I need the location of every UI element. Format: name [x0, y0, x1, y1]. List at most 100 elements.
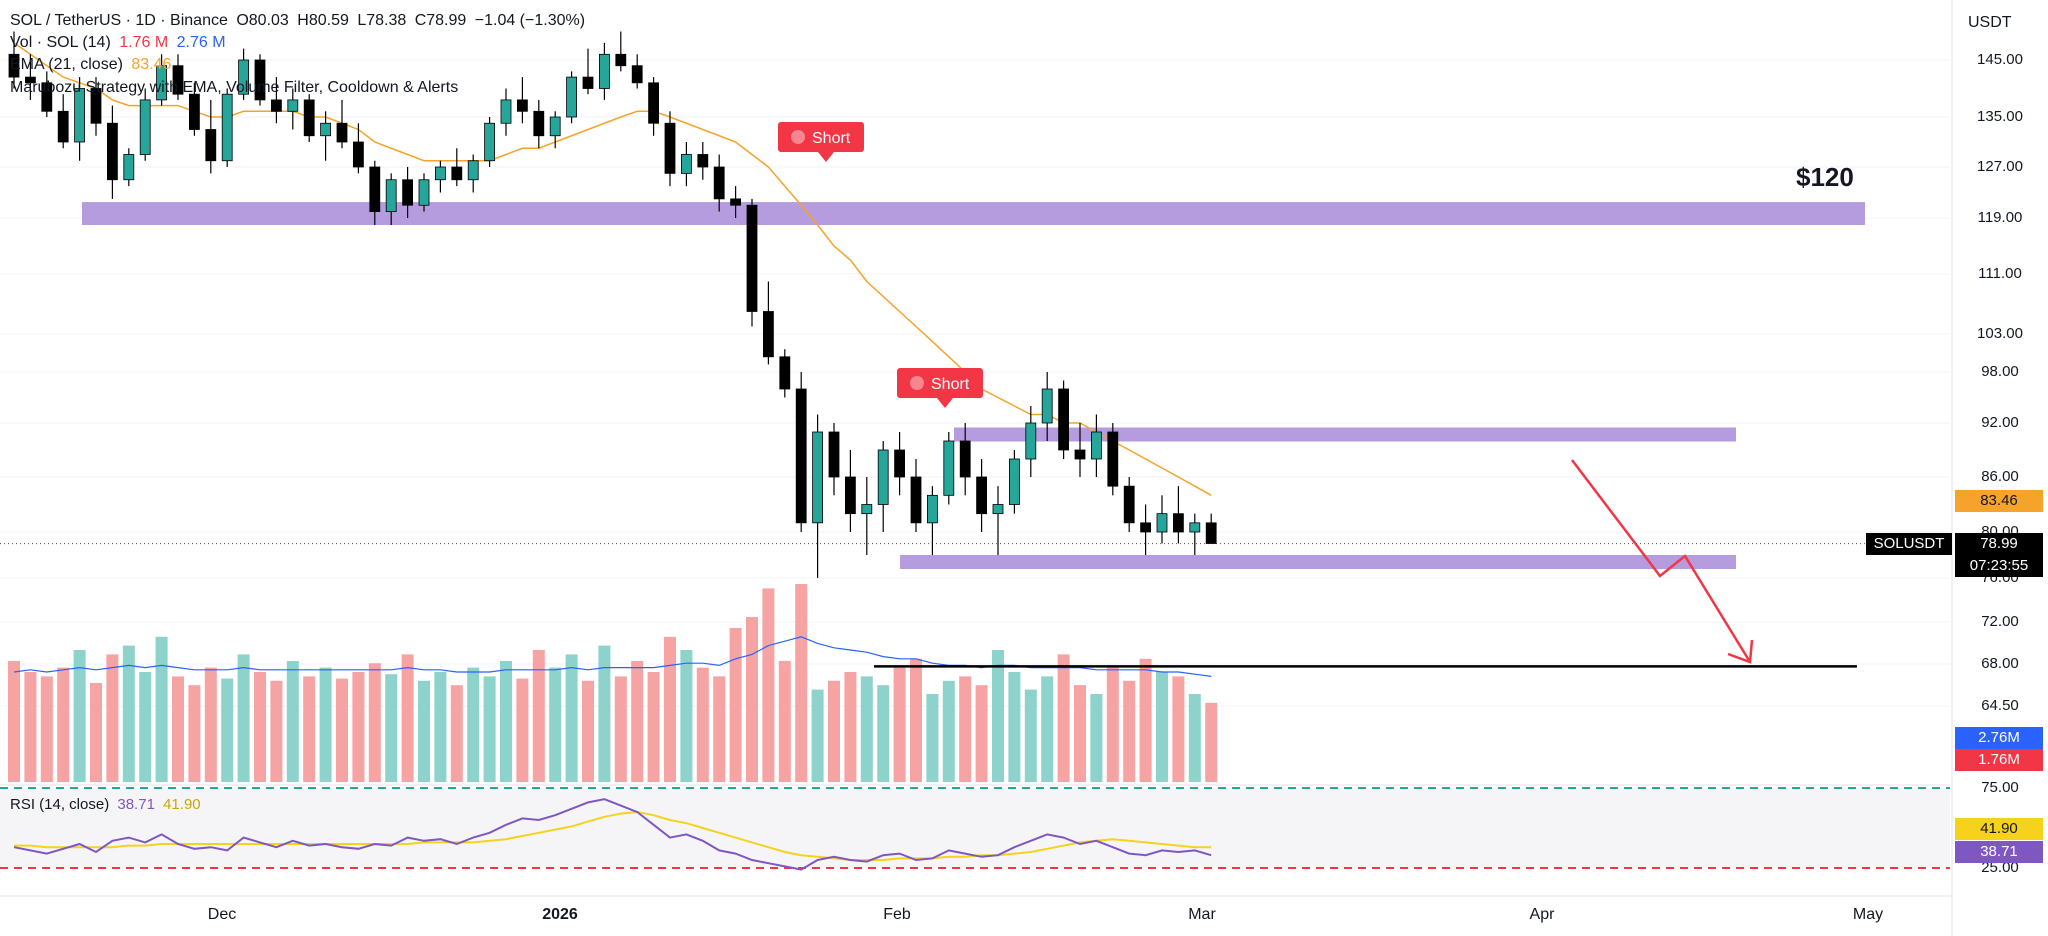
rsi-value-b: 41.90: [163, 796, 201, 813]
candle-body: [976, 476, 987, 515]
candle-body: [434, 166, 446, 181]
volume-bar: [1090, 694, 1103, 782]
volume-bar: [565, 654, 578, 782]
volume-bar: [188, 685, 201, 782]
volume-bar: [1024, 689, 1037, 782]
candle-body: [517, 99, 528, 112]
candle-body: [1173, 513, 1184, 533]
y-tick-label: 68.00: [1981, 655, 2019, 672]
volume-bar: [1057, 654, 1070, 782]
open-value: O80.03: [236, 12, 289, 29]
candle-body: [90, 88, 102, 124]
candle-body: [992, 504, 1004, 515]
candle-body: [927, 494, 938, 524]
y-tick-label: 111.00: [1978, 265, 2022, 282]
ema-line: [13, 42, 1212, 496]
volume-bar: [467, 667, 480, 782]
volume-badge: 1.76M: [1955, 749, 2043, 771]
volume-bar: [762, 588, 775, 782]
volume-bar: [24, 672, 37, 782]
candle-body: [1156, 513, 1168, 533]
volume-bar: [73, 650, 86, 782]
volume-bar: [828, 680, 840, 782]
candle-body: [1140, 522, 1151, 533]
short-signals[interactable]: Short Short: [778, 122, 983, 408]
short-signal-icon: [910, 376, 924, 390]
strategy-label: Marubozu Strategy with EMA, Volume Filte…: [10, 79, 459, 96]
short-signal-label: Short: [931, 376, 970, 393]
y-tick-label: 86.00: [1981, 468, 2019, 485]
x-tick-label: May: [1852, 906, 1884, 923]
short-signal-box: [778, 122, 864, 152]
volume-bar: [746, 617, 758, 782]
candle-body: [828, 431, 840, 478]
candle-body: [205, 129, 217, 162]
currency-label: USDT: [1968, 14, 2012, 31]
x-tick-label: Feb: [883, 906, 911, 923]
candle-body: [41, 82, 53, 112]
volume-bar: [90, 683, 102, 782]
candle-body: [418, 179, 430, 206]
y-tick-label: 92.00: [1981, 414, 2019, 431]
zones: [82, 202, 1865, 569]
ema-value: 83.46: [131, 56, 172, 73]
volume-bar: [1172, 676, 1185, 782]
y-tick-label: 119.00: [1977, 209, 2023, 226]
volume-bar: [1074, 685, 1086, 782]
short-signal-pointer: [818, 152, 834, 162]
volume-bar: [401, 654, 414, 782]
volume-bar: [254, 672, 266, 782]
candle-body: [270, 99, 282, 112]
short-signal-label: Short: [812, 130, 851, 147]
resistance-support-zone: [954, 427, 1736, 442]
volume-bar: [270, 680, 283, 782]
candle-body: [1009, 458, 1020, 505]
candle-body: [287, 99, 299, 112]
candle-body: [336, 122, 348, 143]
candle-body: [303, 99, 315, 137]
candle-body: [107, 122, 118, 181]
candle-body: [615, 53, 627, 67]
rsi-ma-line: [14, 810, 1212, 861]
volume-bar: [385, 674, 398, 782]
candle-body: [910, 476, 922, 524]
candle-body: [959, 440, 971, 478]
y-tick-label: 98.00: [1981, 363, 2019, 380]
volume-bar: [877, 685, 890, 782]
rsi-tick-label: 25.00: [1981, 859, 2019, 876]
volume-bar: [319, 667, 332, 782]
x-tick-label: 2026: [542, 906, 578, 923]
candle-body: [1025, 422, 1037, 460]
candle-body: [1107, 431, 1119, 487]
y-tick-label: 72.00: [1981, 613, 2019, 630]
candle-body: [845, 476, 856, 515]
y-tick-label: 64.50: [1981, 697, 2019, 714]
volume-bar: [811, 689, 824, 782]
legend-ema-line: EMA (21, close) 83.46: [10, 56, 175, 74]
y-tick-label: 103.00: [1977, 325, 2023, 342]
volume-bar: [664, 636, 676, 782]
candle-body: [188, 93, 200, 130]
ema-21: [13, 42, 1212, 496]
volume-bar: [1123, 680, 1136, 782]
x-tick-label: Apr: [1529, 906, 1555, 923]
volume-ma: [13, 636, 1212, 677]
candle-body: [352, 141, 364, 168]
volume-value-b: 2.76 M: [176, 34, 226, 51]
candle-body: [894, 449, 905, 478]
rsi-value-a: 38.71: [117, 796, 155, 813]
candle-body: [369, 166, 381, 213]
ema-badge: 83.46: [1955, 490, 2043, 512]
candle-body: [533, 110, 545, 137]
forecast-path: [1571, 459, 1752, 663]
volume-bar: [204, 667, 217, 782]
close-value: C78.99: [414, 12, 467, 29]
rsi-ma-badge: 41.90: [1955, 818, 2043, 840]
y-tick-label: 127.00: [1977, 158, 2023, 175]
short-signal-icon: [791, 130, 805, 144]
high-value: H80.59: [297, 12, 349, 29]
candle-body: [664, 122, 676, 174]
candle-body: [1074, 449, 1086, 460]
legend-strategy-line: Marubozu Strategy with EMA, Volume Filte…: [10, 79, 462, 97]
